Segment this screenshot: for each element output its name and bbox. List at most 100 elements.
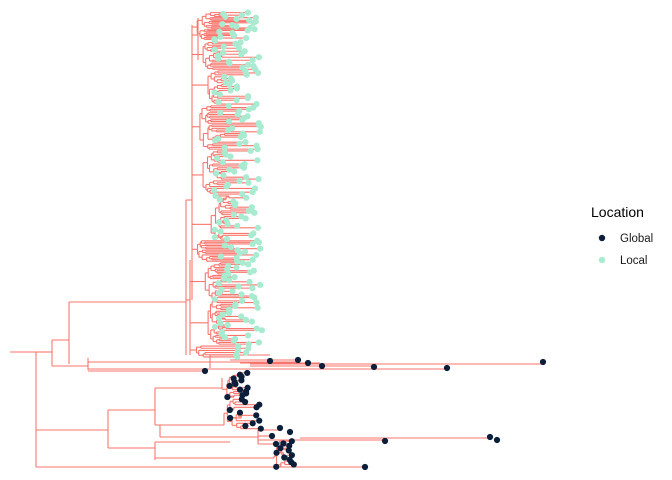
tip-global [493,436,501,444]
tip-local [254,304,261,311]
tip-local [226,166,233,173]
tip-local [211,37,219,44]
tip-local [233,15,240,23]
tip-local [247,147,254,155]
tip-local [231,168,238,175]
tip-global [277,445,284,452]
tip-local [221,73,228,80]
tip-local [248,232,255,239]
tip-global [253,412,260,419]
tip-local [243,71,250,78]
tip-global [286,442,293,449]
tip-global [294,356,302,364]
legend: Location Global Local [591,204,653,267]
tip-local [242,139,249,146]
tip-local [211,323,219,330]
tip-global [280,440,287,447]
tip-local [239,116,246,123]
tip-global [381,437,389,445]
tree-branches [10,12,543,468]
tip-global [318,362,326,370]
tip-local [212,170,220,177]
tip-local [230,211,237,218]
tip-local [239,190,246,198]
tip-local [249,240,256,248]
tip-local [245,179,252,186]
tip-local [244,95,251,102]
tip-local [245,207,252,215]
tip-local [238,12,245,19]
tip-local [234,258,241,265]
tip-local [242,316,250,324]
tip-local [257,245,264,252]
tip-local [225,118,233,125]
tip-local [233,85,241,92]
tip-global [273,449,280,456]
tip-local [237,133,244,141]
tip-local [216,289,223,296]
tip-global [238,377,245,384]
tip-local [219,20,226,28]
tip-local [212,137,219,144]
tip-local [250,19,257,26]
tip-global [232,380,239,388]
tip-local [227,87,234,94]
tip-local [255,175,262,183]
tip-local [241,248,249,255]
tip-local [217,253,224,260]
tip-global [256,417,263,424]
tip-local [249,189,256,196]
tip-local [227,153,234,160]
tip-local [257,123,264,130]
tip-local [230,337,237,344]
tip-global [224,393,231,401]
tip-global [242,422,249,430]
tip-local [246,278,253,285]
tip-local [234,222,241,230]
tip-local [224,321,231,329]
tip-global [273,463,280,470]
tip-local [227,243,235,251]
tip-global [272,440,280,448]
tip-global [486,433,494,441]
tip-local [243,174,250,181]
tip-local [211,234,218,241]
tip-local [219,159,227,166]
tip-local [256,128,263,135]
tip-local [215,55,222,62]
tip-local [247,269,254,276]
tip-local [220,172,227,179]
tip-local [233,264,240,271]
tip-local [238,291,245,298]
tip-local [217,33,224,40]
tip-global [288,438,295,445]
tip-local [216,196,223,203]
tip-local [243,194,250,201]
tip-global [276,424,284,432]
tip-local [223,235,231,243]
tip-local [245,106,253,113]
tip-local [221,242,228,249]
tip-local [251,209,258,216]
tip-local [249,285,256,292]
tip-global [257,425,264,432]
tip-local [240,164,248,171]
tip-local [238,51,245,58]
tip-global [443,364,451,372]
tip-local [221,144,228,151]
tip-local [235,45,243,52]
tip-local [216,91,223,98]
tip-local [242,349,250,356]
tip-local [216,28,223,35]
tip-local [220,43,227,50]
tip-local [225,126,232,134]
tip-global [236,409,244,416]
tip-local [248,318,255,325]
tip-local [211,226,218,233]
tip-global [249,420,256,427]
legend-swatch-global [598,234,606,242]
tip-global [244,369,251,377]
tip-global [266,357,274,365]
tip-local [211,296,218,303]
